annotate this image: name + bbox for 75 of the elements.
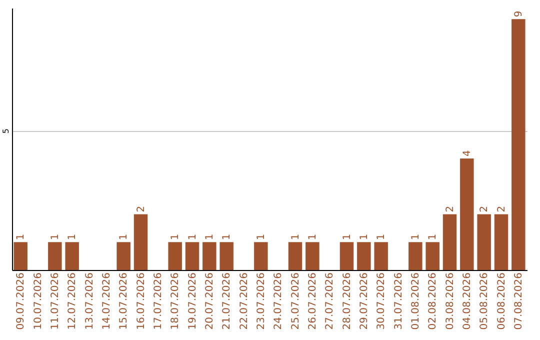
bar [512, 19, 526, 270]
bar [288, 242, 302, 270]
bar [168, 242, 182, 270]
bar [220, 242, 234, 270]
bar [48, 242, 62, 270]
data-label: 1 [67, 234, 78, 240]
bar [185, 242, 200, 270]
x-tick-label: 22.07.2026 [238, 272, 250, 330]
data-label: 9 [513, 10, 524, 18]
data-label: 1 [256, 234, 267, 240]
bar [426, 242, 440, 270]
x-tick-label: 19.07.2026 [187, 272, 198, 330]
data-label: 1 [50, 234, 61, 240]
x-tick-label: 01.08.2026 [410, 272, 422, 330]
x-tick-label: 18.07.2026 [170, 272, 182, 330]
x-tick-label: 16.07.2026 [136, 272, 147, 330]
data-label: 1 [290, 234, 302, 240]
x-tick-label: 03.08.2026 [444, 272, 456, 330]
bar [306, 242, 320, 270]
x-tick-label: 27.07.2026 [324, 272, 336, 330]
x-tick-label: 05.08.2026 [479, 272, 490, 330]
x-tick-label: 21.07.2026 [222, 272, 233, 330]
data-label: 1 [342, 234, 353, 240]
x-tick-label: 15.07.2026 [118, 272, 130, 330]
data-label: 2 [136, 206, 147, 212]
x-tick-label: 07.08.2026 [513, 272, 524, 330]
x-tick-label: 09.07.2026 [16, 272, 27, 330]
y-tick-label: 5 [2, 128, 10, 134]
bar [254, 242, 268, 270]
x-tick-label: 06.08.2026 [496, 272, 508, 330]
data-label: 1 [376, 234, 388, 240]
x-tick-label: 11.07.2026 [50, 272, 61, 330]
x-tick-label: 13.07.2026 [84, 272, 96, 330]
x-tick-label: 10.07.2026 [32, 272, 44, 330]
bar [408, 242, 422, 270]
bar [340, 242, 354, 270]
data-label: 2 [496, 206, 508, 212]
x-tick-label: 04.08.2026 [462, 272, 473, 330]
x-tick-label: 25.07.2026 [290, 272, 302, 330]
x-tick-label: 28.07.2026 [342, 272, 353, 330]
data-label: 1 [204, 234, 216, 240]
x-tick-label: 14.07.2026 [101, 272, 112, 330]
bar [65, 242, 79, 270]
x-tick-label: 17.07.2026 [152, 272, 164, 330]
data-label: 4 [462, 150, 473, 157]
x-tick-label: 29.07.2026 [358, 272, 370, 330]
bar [116, 242, 130, 270]
bar [442, 214, 457, 270]
data-label: 1 [170, 234, 182, 240]
x-tick-label: 20.07.2026 [204, 272, 216, 330]
data-label: 2 [479, 206, 490, 212]
bar [460, 158, 474, 270]
data-label: 1 [410, 234, 422, 240]
bar [494, 214, 508, 270]
data-label: 1 [358, 234, 370, 240]
data-label: 1 [222, 234, 233, 240]
data-label: 1 [428, 234, 439, 240]
bar [357, 242, 371, 270]
x-tick-label: 02.08.2026 [428, 272, 439, 330]
data-label: 1 [187, 234, 198, 240]
x-tick-label: 23.07.2026 [256, 272, 267, 330]
data-label: 1 [307, 234, 318, 240]
x-tick-label: 30.07.2026 [376, 272, 388, 330]
x-tick-label: 24.07.2026 [273, 272, 284, 330]
bar [477, 214, 491, 270]
data-label: 1 [118, 234, 130, 240]
bar [134, 214, 148, 270]
data-label: 2 [444, 206, 456, 212]
x-tick-label: 26.07.2026 [307, 272, 318, 330]
x-tick-label: 31.07.2026 [393, 272, 404, 330]
bar [202, 242, 216, 270]
bar [14, 242, 28, 270]
data-label: 1 [16, 234, 27, 240]
x-tick-label: 12.07.2026 [67, 272, 78, 330]
bar [374, 242, 388, 270]
